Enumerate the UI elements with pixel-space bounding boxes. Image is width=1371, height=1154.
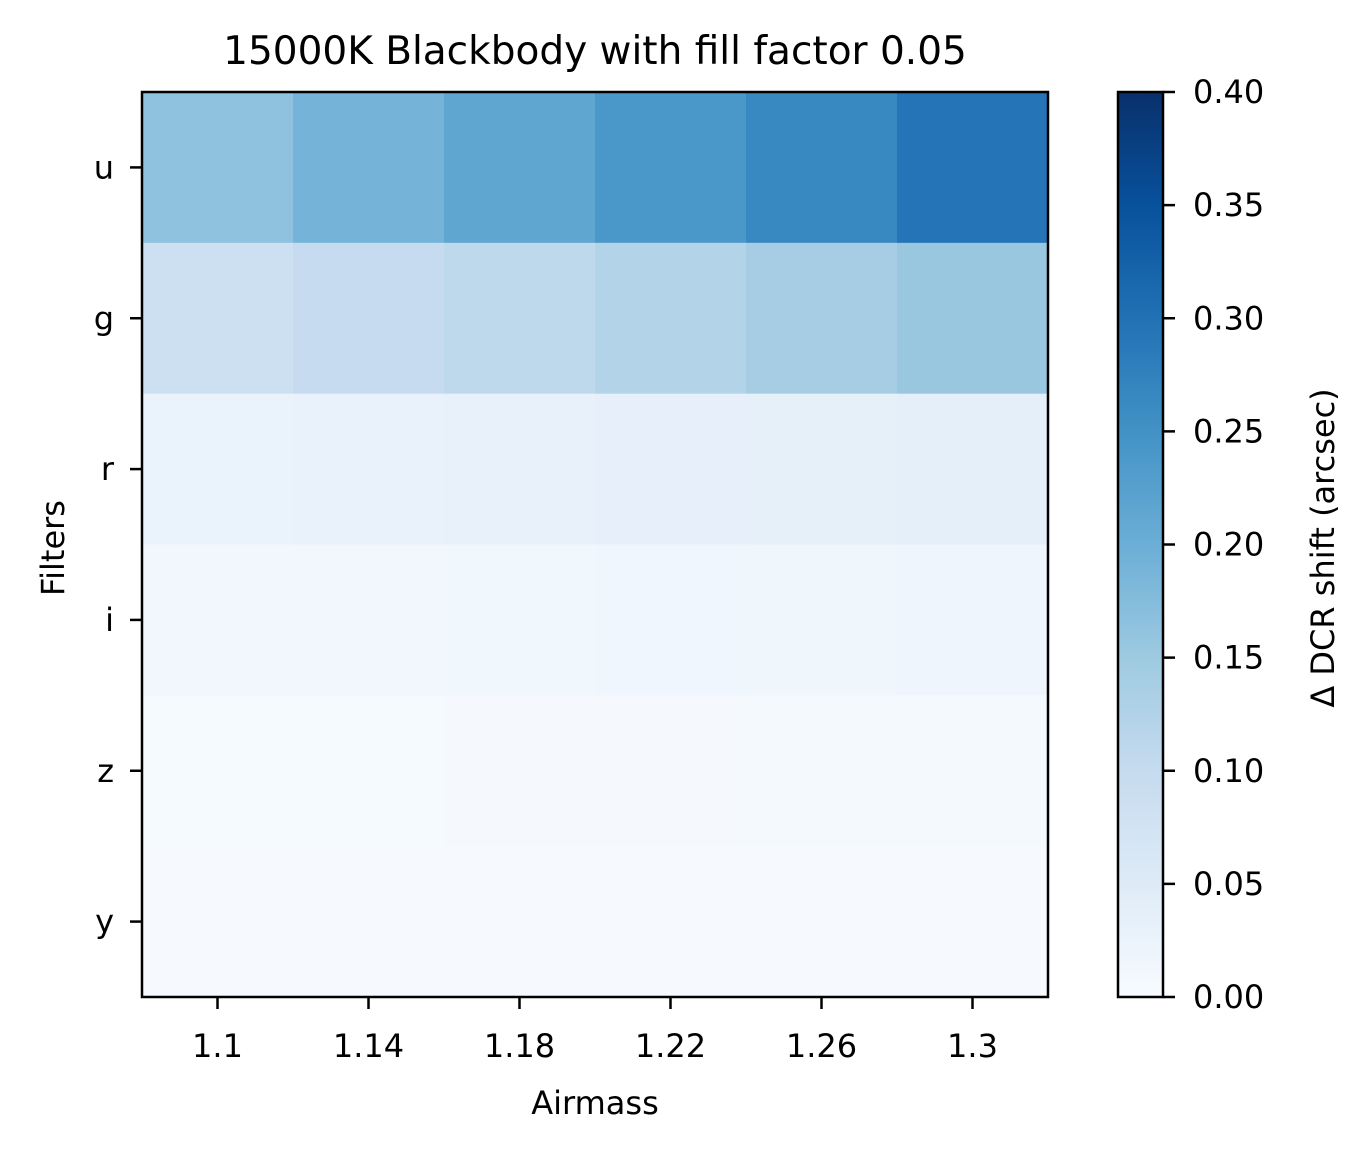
y-tick-label: y xyxy=(95,903,114,941)
colorbar-label: Δ DCR shift (arcsec) xyxy=(1304,388,1342,707)
heatmap-cell xyxy=(142,846,294,998)
heatmap-cell xyxy=(746,242,898,395)
heatmap-cell xyxy=(444,393,596,545)
y-tick-label: g xyxy=(94,299,114,337)
heatmap-cell xyxy=(444,695,596,847)
y-tick-label: u xyxy=(94,148,114,186)
colorbar-tick-label: 0.05 xyxy=(1193,865,1264,903)
y-tick-label: z xyxy=(97,752,114,790)
x-tick-label: 1.22 xyxy=(635,1027,706,1065)
heatmap-cell xyxy=(746,544,898,696)
x-tick-label: 1.18 xyxy=(484,1027,555,1065)
x-axis-label: Airmass xyxy=(531,1084,659,1122)
x-tick-label: 1.14 xyxy=(333,1027,404,1065)
heatmap-cell xyxy=(595,695,747,847)
x-tick-label: 1.26 xyxy=(786,1027,857,1065)
y-axis-ticks: u g r i z y xyxy=(94,148,142,941)
heatmap-cell xyxy=(897,846,1049,998)
heatmap-cell xyxy=(595,92,747,244)
chart-title: 15000K Blackbody with fill factor 0.05 xyxy=(223,29,967,74)
colorbar-tick-label: 0.00 xyxy=(1193,978,1264,1016)
y-axis-label: Filters xyxy=(34,500,72,596)
heatmap-cell xyxy=(595,242,747,395)
heatmap-cell xyxy=(293,242,445,395)
heatmap-cell xyxy=(142,695,294,847)
x-axis-ticks: 1.1 1.14 1.18 1.22 1.26 1.3 xyxy=(192,997,998,1065)
colorbar-tick-label: 0.30 xyxy=(1193,299,1264,337)
heatmap-cell xyxy=(595,846,747,998)
heatmap-cells xyxy=(142,92,1049,998)
heatmap-cell xyxy=(444,242,596,395)
heatmap-cell xyxy=(293,695,445,847)
heatmap-cell xyxy=(897,242,1049,395)
heatmap-cell xyxy=(444,92,596,244)
heatmap-cell xyxy=(142,242,294,395)
heatmap-cell xyxy=(746,846,898,998)
heatmap-cell xyxy=(293,92,445,244)
heatmap-cell xyxy=(897,544,1049,696)
y-tick-label: i xyxy=(105,601,114,639)
heatmap-cell xyxy=(746,695,898,847)
heatmap-cell xyxy=(293,846,445,998)
colorbar-tick-label: 0.15 xyxy=(1193,639,1264,677)
heatmap-cell xyxy=(444,846,596,998)
heatmap-cell xyxy=(142,92,294,244)
colorbar-tick-label: 0.25 xyxy=(1193,412,1264,450)
heatmap-cell xyxy=(293,544,445,696)
x-tick-label: 1.1 xyxy=(192,1027,243,1065)
heatmap-cell xyxy=(142,393,294,545)
heatmap-cell xyxy=(746,92,898,244)
colorbar xyxy=(1116,90,1165,999)
plot-frame xyxy=(140,90,1050,999)
heatmap-cell xyxy=(746,393,898,545)
heatmap-cell xyxy=(897,393,1049,545)
heatmap-cell xyxy=(897,695,1049,847)
colorbar-tick-label: 0.40 xyxy=(1193,73,1264,111)
heatmap-cell xyxy=(595,544,747,696)
x-tick-label: 1.3 xyxy=(947,1027,998,1065)
colorbar-tick-label: 0.20 xyxy=(1193,526,1264,564)
colorbar-tick-label: 0.35 xyxy=(1193,186,1264,224)
heatmap-cell xyxy=(595,393,747,545)
heatmap-cell xyxy=(142,544,294,696)
heatmap-cell xyxy=(293,393,445,545)
heatmap-cell xyxy=(897,92,1049,244)
heatmap-cell xyxy=(444,544,596,696)
colorbar-ticks: 0.00 0.05 0.10 0.15 0.20 0.25 0.30 0.35 0.40 xyxy=(1163,73,1264,1016)
colorbar-tick-label: 0.10 xyxy=(1193,752,1264,790)
y-tick-label: r xyxy=(101,450,115,488)
